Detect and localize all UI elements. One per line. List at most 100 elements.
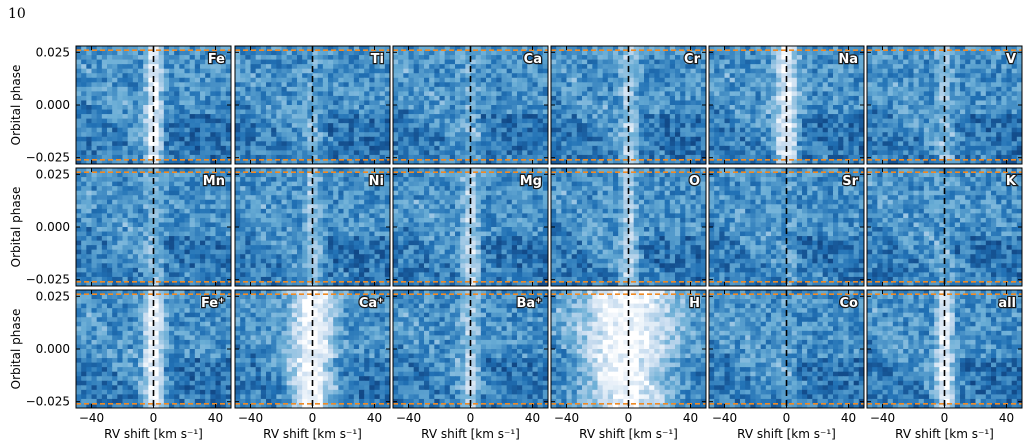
heatmap-cell xyxy=(918,118,925,124)
heatmap-cell xyxy=(750,109,757,115)
heatmap-cell xyxy=(486,154,492,161)
heatmap-cell xyxy=(408,154,415,161)
heatmap-cell xyxy=(807,109,813,115)
heatmap-cell xyxy=(424,59,430,65)
heatmap-cell xyxy=(127,181,134,187)
heatmap-cell xyxy=(887,145,894,151)
heatmap-cell xyxy=(929,114,935,120)
heatmap-cell xyxy=(817,154,824,161)
heatmap-cell xyxy=(807,46,813,52)
heatmap-cell xyxy=(491,64,497,70)
heatmap-cell xyxy=(194,105,201,111)
heatmap-cell xyxy=(638,59,645,65)
heatmap-cell xyxy=(970,145,977,151)
heatmap-cell xyxy=(312,105,319,111)
heatmap-cell xyxy=(215,168,222,174)
heatmap-cell xyxy=(91,118,98,124)
heatmap-cell xyxy=(393,136,399,142)
heatmap-cell xyxy=(117,100,124,106)
heatmap-cell xyxy=(709,77,715,83)
heatmap-cell xyxy=(322,55,329,61)
heatmap-cell xyxy=(1006,100,1013,106)
heatmap-cell xyxy=(434,55,441,61)
heatmap-cell xyxy=(985,50,992,56)
heatmap-cell xyxy=(582,118,588,124)
heatmap-cell xyxy=(908,55,915,61)
heatmap-cell xyxy=(255,95,262,102)
heatmap-cell xyxy=(153,127,160,133)
heatmap-cell xyxy=(532,141,539,147)
heatmap-cell xyxy=(266,73,272,79)
heatmap-cell xyxy=(302,59,308,65)
heatmap-cell xyxy=(439,136,446,142)
heatmap-cell xyxy=(81,59,87,65)
heatmap-cell xyxy=(143,95,149,102)
heatmap-cell xyxy=(1016,123,1022,129)
heatmap-cell xyxy=(317,91,324,97)
heatmap-cell xyxy=(439,132,446,138)
heatmap-cell xyxy=(517,77,523,83)
heatmap-cell xyxy=(760,91,767,97)
heatmap-cell xyxy=(266,64,272,70)
heatmap-cell xyxy=(628,59,635,65)
heatmap-cell xyxy=(542,100,548,106)
heatmap-cell xyxy=(602,50,609,56)
heatmap-cell xyxy=(633,123,640,129)
heatmap-cell xyxy=(250,145,257,151)
heatmap-cell xyxy=(250,123,257,129)
heatmap-cell xyxy=(734,109,741,115)
heatmap-cell xyxy=(607,150,614,156)
heatmap-cell xyxy=(511,50,518,56)
heatmap-cell xyxy=(76,150,82,156)
heatmap-cell xyxy=(613,123,619,129)
heatmap-cell xyxy=(892,127,899,133)
heatmap-cell xyxy=(418,118,425,124)
heatmap-cell xyxy=(107,114,113,120)
heatmap-cell xyxy=(613,132,619,138)
heatmap-cell xyxy=(107,154,113,161)
heatmap-cell xyxy=(887,73,894,79)
heatmap-cell xyxy=(771,154,777,161)
heatmap-cell xyxy=(138,136,144,142)
heatmap-cell xyxy=(587,91,593,97)
heatmap-cell xyxy=(934,95,940,102)
heatmap-cell xyxy=(623,154,630,161)
heatmap-cell xyxy=(517,145,523,151)
heatmap-cell xyxy=(980,46,987,52)
heatmap-cell xyxy=(654,159,661,164)
heatmap-cell xyxy=(333,55,339,61)
heatmap-cell xyxy=(143,150,149,156)
heatmap-cell xyxy=(644,154,650,161)
heatmap-cell xyxy=(403,50,410,56)
heatmap-cell xyxy=(271,127,277,133)
heatmap-cell xyxy=(1011,136,1018,142)
heatmap-cell xyxy=(822,114,829,120)
heatmap-cell xyxy=(138,177,144,183)
heatmap-cell xyxy=(734,46,741,52)
heatmap-cell xyxy=(582,127,588,133)
heatmap-cell xyxy=(312,141,319,147)
heatmap-cell xyxy=(719,82,726,88)
heatmap-cell xyxy=(369,114,376,120)
heatmap-cell xyxy=(812,136,819,142)
heatmap-cell xyxy=(434,118,441,124)
heatmap-cell xyxy=(908,154,915,161)
heatmap-cell xyxy=(843,77,850,83)
heatmap-cell xyxy=(235,64,241,70)
heatmap-cell xyxy=(307,118,314,124)
heatmap-cell xyxy=(675,77,681,83)
heatmap-cell xyxy=(343,109,350,115)
heatmap-cell xyxy=(838,118,844,124)
heatmap-cell xyxy=(439,145,446,151)
heatmap-cell xyxy=(496,68,503,74)
heatmap-cell xyxy=(429,118,435,124)
heatmap-cell xyxy=(566,86,573,92)
heatmap-cell xyxy=(654,82,661,88)
heatmap-cell xyxy=(480,136,487,142)
heatmap-cell xyxy=(465,50,472,56)
heatmap-cell xyxy=(491,145,497,151)
heatmap-cell xyxy=(220,95,227,102)
heatmap-cell xyxy=(700,105,706,111)
heatmap-cell xyxy=(81,105,87,111)
heatmap-cell xyxy=(882,118,889,124)
